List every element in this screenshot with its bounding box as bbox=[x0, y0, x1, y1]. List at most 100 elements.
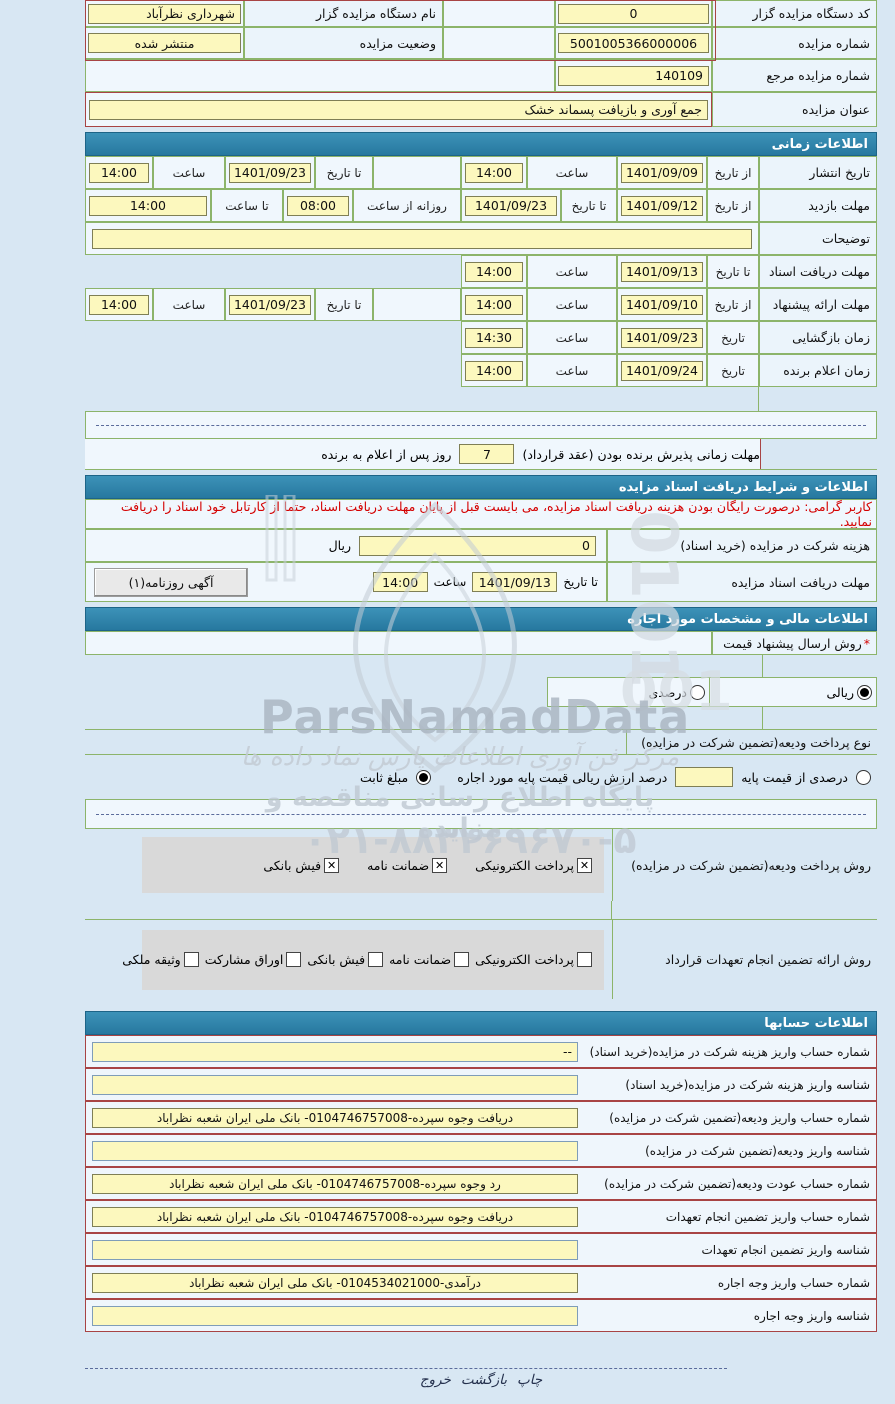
deposit-payment-label: روش پرداخت ودیعه(تضمین شرکت در مزایده) bbox=[612, 829, 877, 901]
docs-deadline-date-field[interactable]: 1401/09/13 bbox=[472, 572, 558, 592]
account-value-field[interactable]: دریافت وجوه سپرده-0104746757008- بانک مل… bbox=[92, 1206, 578, 1227]
exit-link[interactable]: خروج bbox=[419, 1372, 451, 1388]
proposal-hour-field[interactable]: 14:00 bbox=[465, 294, 523, 315]
percent-option[interactable]: درصدی bbox=[548, 678, 709, 706]
time-section-header: اطلاعات زمانی bbox=[85, 132, 877, 156]
proposal-from-date-field[interactable]: 1401/09/10 bbox=[621, 294, 703, 315]
percent-of-base-input[interactable] bbox=[675, 767, 734, 787]
visit-to-date-field[interactable]: 1401/09/23 bbox=[465, 195, 557, 216]
to-date-label: تا تاریخ bbox=[563, 575, 598, 589]
account-label: شماره حساب عودت ودیعه(تضمین شرکت در مزای… bbox=[584, 1168, 876, 1199]
publish-from-date-field[interactable]: 1401/09/09 bbox=[621, 162, 703, 183]
publish-to-date-field[interactable]: 1401/09/23 bbox=[229, 162, 311, 183]
winner-hour-field[interactable]: 14:00 bbox=[465, 360, 523, 381]
checkbox-checked-icon[interactable] bbox=[432, 857, 448, 873]
deposit-payment-options-panel: پرداخت الکترونیکی ضمانت نامه فیش بانکی bbox=[142, 837, 604, 893]
account-row: شماره حساب واریز ودیعه(تضمین شرکت در مزا… bbox=[85, 1101, 877, 1134]
radio-fixed-amount-icon[interactable] bbox=[416, 769, 432, 785]
status-field[interactable]: منتشر شده bbox=[88, 33, 241, 53]
publish-to-hour-field[interactable]: 14:00 bbox=[89, 162, 149, 183]
participation-fee-field[interactable]: 0 bbox=[359, 535, 596, 556]
account-value-field[interactable] bbox=[92, 1305, 578, 1326]
receive-docs-hour-field[interactable]: 14:00 bbox=[465, 261, 523, 282]
docs-deadline-hour-field[interactable]: 14:00 bbox=[372, 572, 428, 592]
print-link[interactable]: چاپ bbox=[517, 1372, 543, 1388]
account-value-field[interactable]: دریافت وجوه سپرده-0104746757008- بانک مل… bbox=[92, 1107, 578, 1128]
receive-docs-row: مهلت دریافت اسناد تا تاریخ 1401/09/13 سا… bbox=[85, 255, 877, 288]
radio-percent-of-base-icon[interactable] bbox=[856, 769, 871, 785]
radio-rial-icon[interactable] bbox=[857, 684, 872, 700]
checkbox-unchecked-icon[interactable] bbox=[454, 952, 470, 967]
visit-daily-hour-field[interactable]: 08:00 bbox=[287, 195, 349, 216]
account-row: شماره حساب عودت ودیعه(تضمین شرکت در مزای… bbox=[85, 1167, 877, 1200]
winner-announce-label: زمان اعلام برنده bbox=[759, 354, 877, 387]
hour-label: ساعت bbox=[433, 575, 467, 589]
checkbox-bank-receipt[interactable]: فیش بانکی bbox=[307, 952, 384, 967]
deposit-payment-row: روش پرداخت ودیعه(تضمین شرکت در مزایده) پ… bbox=[85, 829, 877, 901]
checkbox-unchecked-icon[interactable] bbox=[577, 952, 592, 967]
account-row: شناسه واریز تضمین انجام تعهدات bbox=[85, 1233, 877, 1266]
winner-accept-row: مهلت زمانی پذیرش برنده بودن (عقد قرارداد… bbox=[85, 439, 877, 470]
account-label: شناسه واریز هزینه شرکت در مزایده(خرید اس… bbox=[584, 1069, 876, 1100]
checkbox-electronic-payment[interactable]: پرداخت الکترونیکی bbox=[475, 952, 592, 967]
rial-option[interactable]: ریالی bbox=[709, 678, 876, 706]
docs-deadline-row: مهلت دریافت اسناد مزایده تا تاریخ 1401/0… bbox=[85, 562, 877, 602]
winner-date-field[interactable]: 1401/09/24 bbox=[621, 360, 703, 381]
auction-number-field[interactable]: 5001005366000006 bbox=[558, 33, 709, 53]
account-value-field[interactable]: -- bbox=[92, 1041, 578, 1062]
checkbox-checked-icon[interactable] bbox=[324, 857, 340, 873]
checkbox-unchecked-icon[interactable] bbox=[368, 952, 384, 967]
opening-date-field[interactable]: 1401/09/23 bbox=[621, 327, 703, 348]
device-code-field[interactable]: 0 bbox=[558, 3, 709, 24]
checkbox-unchecked-icon[interactable] bbox=[286, 952, 302, 967]
publish-hour-field[interactable]: 14:00 bbox=[465, 162, 523, 183]
time-table: تاریخ انتشار از تاریخ 1401/09/09 ساعت 14… bbox=[85, 156, 877, 470]
account-value-field[interactable] bbox=[92, 1140, 578, 1161]
price-method-options: ریالی درصدی bbox=[547, 677, 877, 707]
visit-deadline-label: مهلت بازدید bbox=[759, 189, 877, 222]
account-value-field[interactable] bbox=[92, 1074, 578, 1095]
price-method-label: روش ارسال پیشنهاد قیمت bbox=[723, 635, 862, 651]
proposal-deadline-label: مهلت ارائه پیشنهاد bbox=[759, 288, 877, 321]
reference-number-field[interactable]: 140109 bbox=[558, 65, 709, 86]
newspaper-ad-button[interactable]: آگهی روزنامه(۱) bbox=[94, 567, 248, 597]
visit-from-date-field[interactable]: 1401/09/12 bbox=[621, 195, 703, 216]
device-name-field[interactable]: شهرداری نظرآباد bbox=[88, 3, 241, 24]
account-label: شناسه واریز وجه اجاره bbox=[584, 1300, 876, 1331]
to-date-label: تا تاریخ bbox=[315, 288, 373, 321]
radio-percent-icon[interactable] bbox=[690, 684, 705, 700]
proposal-to-date-field[interactable]: 1401/09/23 bbox=[229, 294, 311, 315]
receive-docs-date-field[interactable]: 1401/09/13 bbox=[621, 261, 703, 282]
accounts-table: شماره حساب واریز هزینه شرکت در مزایده(خر… bbox=[85, 1035, 877, 1332]
accept-days-field[interactable]: 7 bbox=[459, 444, 515, 464]
checkbox-bank-receipt[interactable]: فیش بانکی bbox=[263, 857, 340, 873]
account-value-field[interactable] bbox=[92, 1239, 578, 1260]
notes-field[interactable] bbox=[92, 228, 752, 249]
currency-label: ریال bbox=[328, 538, 351, 553]
visit-until-hour-field[interactable]: 14:00 bbox=[89, 195, 207, 216]
checkbox-property-collateral[interactable]: وثیقه ملکی bbox=[122, 952, 199, 967]
financial-section-header: اطلاعات مالی و مشخصات مورد اجاره bbox=[85, 607, 877, 631]
hour-label: ساعت bbox=[527, 288, 617, 321]
docs-deadline-label: مهلت دریافت اسناد مزایده bbox=[607, 562, 877, 602]
proposal-to-hour-field[interactable]: 14:00 bbox=[89, 294, 149, 315]
account-row: شناسه واریز وجه اجاره bbox=[85, 1299, 877, 1332]
checkbox-unchecked-icon[interactable] bbox=[183, 952, 199, 967]
account-label: شماره حساب واریز تضمین انجام تعهدات bbox=[584, 1201, 876, 1232]
auction-title-field[interactable]: جمع آوری و بازیافت پسماند خشک bbox=[89, 99, 708, 120]
date-label: تاریخ bbox=[707, 321, 759, 354]
account-value-field[interactable]: درآمدی-0104534021000- بانک ملی ایران شعب… bbox=[92, 1272, 578, 1293]
notes-label: توضیحات bbox=[759, 222, 877, 255]
back-link[interactable]: بازگشت bbox=[460, 1372, 507, 1388]
footer-dashed-line bbox=[85, 1368, 727, 1369]
checkbox-electronic-payment[interactable]: پرداخت الکترونیکی bbox=[475, 857, 592, 873]
checkbox-guarantee-letter[interactable]: ضمانت نامه bbox=[389, 952, 470, 967]
docs-section-header: اطلاعات و شرایط دریافت اسناد مزایده bbox=[85, 475, 877, 499]
opening-hour-field[interactable]: 14:30 bbox=[465, 327, 523, 348]
checkbox-checked-icon[interactable] bbox=[577, 857, 592, 873]
checkbox-participation-bonds[interactable]: اوراق مشارکت bbox=[205, 952, 302, 967]
checkbox-guarantee-letter[interactable]: ضمانت نامه bbox=[367, 857, 448, 873]
hour-label: ساعت bbox=[153, 156, 225, 189]
account-value-field[interactable]: رد وجوه سپرده-0104746757008- بانک ملی ای… bbox=[92, 1173, 578, 1194]
